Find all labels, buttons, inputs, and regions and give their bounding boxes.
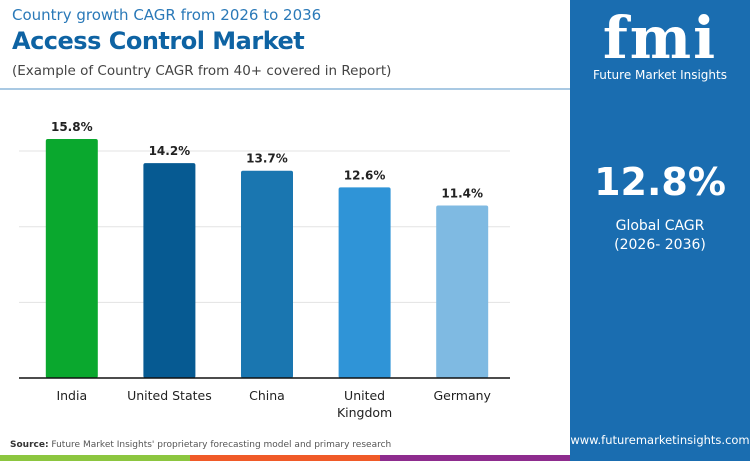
category-label: India	[56, 388, 87, 403]
chart-note: (Example of Country CAGR from 40+ covere…	[12, 63, 392, 79]
data-label: 15.8%	[51, 120, 93, 134]
source-note: Source: Future Market Insights' propriet…	[10, 440, 391, 450]
data-label: 14.2%	[149, 144, 191, 158]
summary-panel: fmi Future Market Insights 12.8% Global …	[570, 0, 750, 461]
stripe-orange	[190, 455, 380, 461]
source-text: Future Market Insights' proprietary fore…	[48, 440, 392, 450]
stripe-green	[0, 455, 190, 461]
chart-title: Access Control Market	[12, 27, 305, 55]
category-label: Kingdom	[337, 405, 392, 420]
data-label: 12.6%	[344, 168, 386, 182]
global-cagr-value: 12.8%	[594, 160, 726, 204]
stripe-purple	[380, 455, 570, 461]
chart-subtitle: Country growth CAGR from 2026 to 2036	[12, 6, 322, 24]
category-label: United States	[127, 388, 212, 403]
data-label: 13.7%	[246, 152, 288, 166]
bar-chart: 15.8% India 14.2% United States 13.7% China 12…	[19, 120, 510, 420]
category-label: China	[249, 388, 285, 403]
bar-germany	[436, 205, 489, 378]
category-label: United	[344, 388, 385, 403]
global-cagr-label: Global CAGR	[615, 218, 705, 234]
website-link[interactable]: www.futuremarketinsights.com	[570, 433, 750, 447]
bar-china	[241, 170, 293, 378]
logo-subtitle: Future Market Insights	[592, 68, 727, 82]
category-label: Germany	[433, 388, 491, 403]
data-label: 11.4%	[441, 187, 483, 201]
header-divider	[0, 88, 570, 90]
global-cagr-range: (2026- 2036)	[614, 237, 706, 253]
bar-india	[45, 138, 98, 378]
bar-united-states	[143, 163, 196, 378]
bar-united-kingdom	[338, 187, 391, 378]
source-label: Source:	[10, 440, 49, 450]
fmi-logo: fmi	[570, 8, 750, 68]
